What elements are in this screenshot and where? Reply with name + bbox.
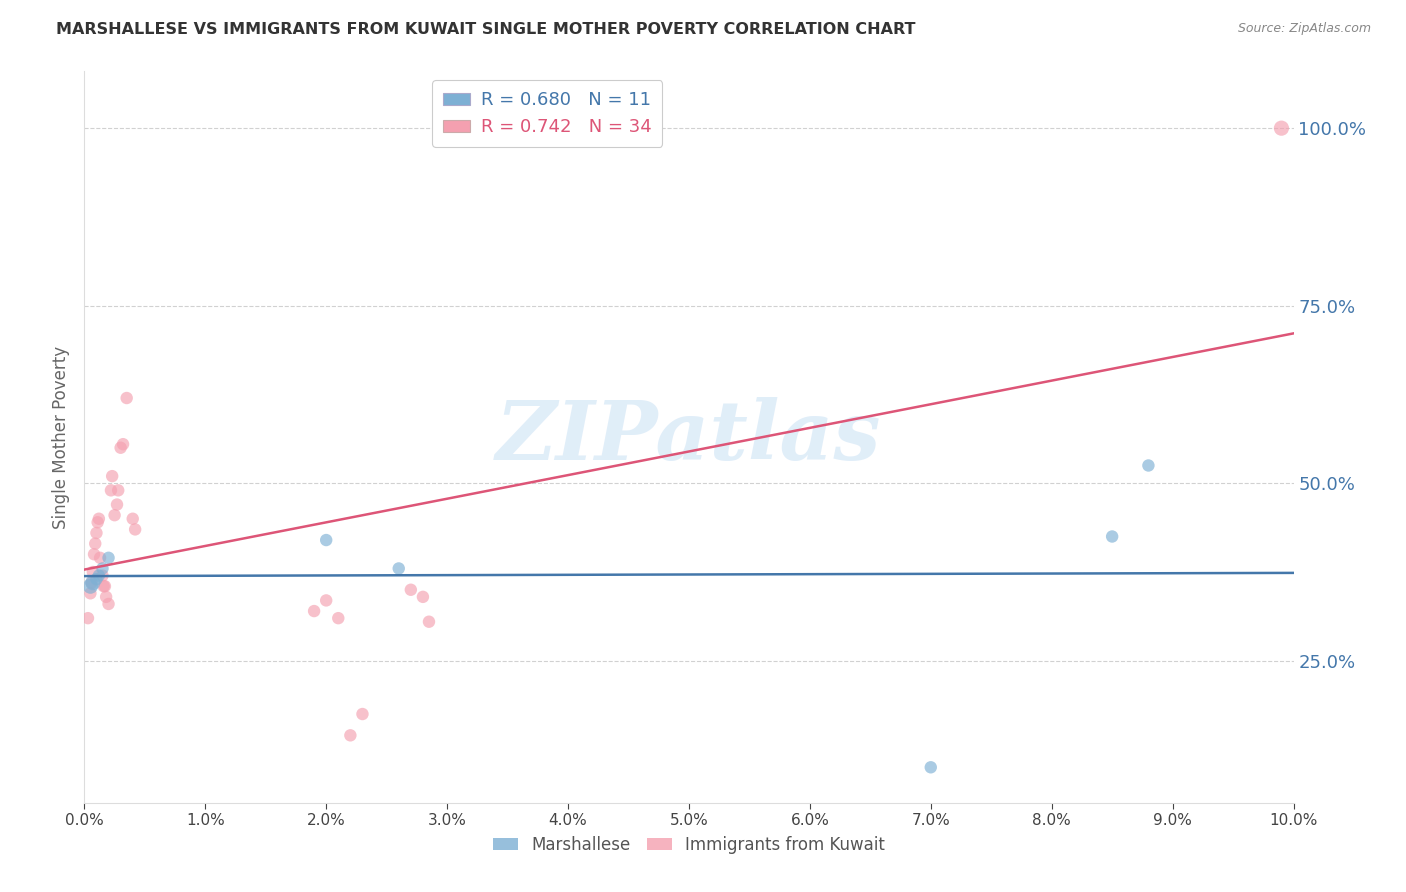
Point [83, 547, 105, 561]
Point [110, 441, 132, 455]
Point [302, 604, 325, 618]
Point [89, 550, 111, 565]
Legend: Marshallese, Immigrants from Kuwait: Marshallese, Immigrants from Kuwait [486, 829, 891, 860]
Point [91, 561, 114, 575]
Point [87, 568, 110, 582]
Point [87, 512, 110, 526]
Point [94, 579, 117, 593]
Point [352, 706, 374, 721]
Point [121, 512, 143, 526]
Point [412, 590, 434, 604]
Point [1270, 121, 1292, 136]
Point [315, 533, 337, 547]
Point [100, 483, 122, 498]
Point [86, 516, 108, 530]
Point [105, 498, 128, 512]
Point [86, 572, 108, 586]
Point [107, 483, 129, 498]
Point [328, 611, 350, 625]
Point [82, 565, 104, 579]
Point [86, 525, 108, 540]
Point [112, 437, 135, 451]
Point [94, 590, 117, 604]
Point [93, 579, 115, 593]
Point [97, 597, 120, 611]
Point [399, 582, 422, 597]
Point [418, 615, 440, 629]
Point [79, 586, 101, 600]
Point [920, 760, 942, 774]
Y-axis label: Single Mother Poverty: Single Mother Poverty [52, 345, 70, 529]
Point [339, 728, 361, 742]
Point [97, 550, 120, 565]
Point [1101, 529, 1123, 543]
Point [84, 536, 107, 550]
Point [80, 575, 103, 590]
Text: MARSHALLESE VS IMMIGRANTS FROM KUWAIT SINGLE MOTHER POVERTY CORRELATION CHART: MARSHALLESE VS IMMIGRANTS FROM KUWAIT SI… [56, 22, 915, 37]
Point [104, 508, 127, 523]
Point [1137, 458, 1160, 473]
Point [101, 469, 124, 483]
Point [82, 575, 104, 590]
Point [315, 593, 337, 607]
Point [124, 522, 146, 536]
Point [388, 561, 411, 575]
Text: ZIPatlas: ZIPatlas [496, 397, 882, 477]
Point [77, 611, 100, 625]
Point [91, 568, 114, 582]
Text: Source: ZipAtlas.com: Source: ZipAtlas.com [1237, 22, 1371, 36]
Point [79, 579, 101, 593]
Point [115, 391, 138, 405]
